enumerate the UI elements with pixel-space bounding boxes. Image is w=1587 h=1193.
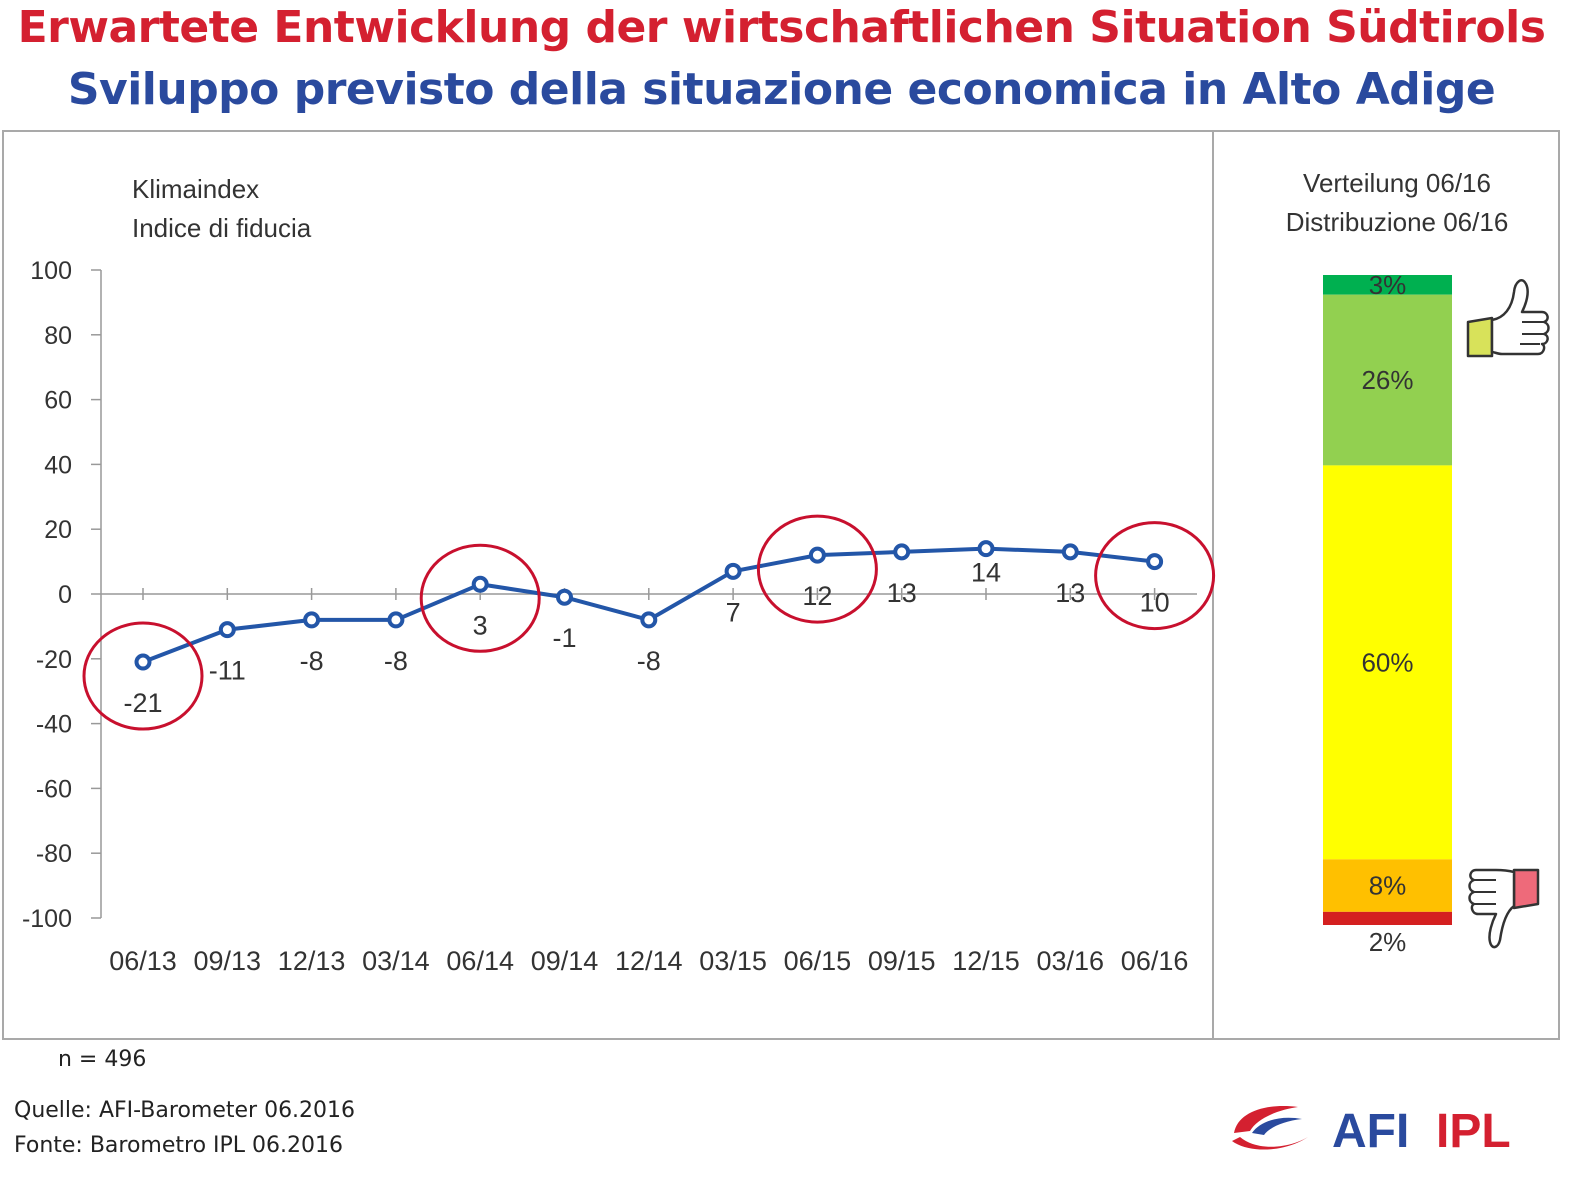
y-tick-label: -20 xyxy=(36,646,72,674)
x-tick-label: 06/13 xyxy=(109,946,177,976)
y-axis-label-line2: Indice di fiducia xyxy=(132,213,312,243)
data-point xyxy=(471,575,489,593)
y-tick-label: 0 xyxy=(58,581,72,609)
x-tick-label: 06/14 xyxy=(446,946,514,976)
data-point xyxy=(724,562,742,580)
x-tick-label: 06/16 xyxy=(1121,946,1189,976)
y-tick-label: 80 xyxy=(44,322,72,350)
y-tick-label: 20 xyxy=(44,516,72,544)
x-axis-labels: 06/13 09/13 12/13 03/14 06/14 09/14 12/14 03/15… xyxy=(109,946,1188,976)
data-label: 13 xyxy=(887,578,917,608)
x-tick-label: 12/14 xyxy=(615,946,683,976)
sample-size: n = 496 xyxy=(58,1047,147,1072)
data-point xyxy=(303,611,321,629)
data-label: -11 xyxy=(209,656,246,686)
y-axis: 100 80 60 40 20 0 -20 -40 -60 -80 -100 xyxy=(22,257,101,933)
logo-text-ipl: IPL xyxy=(1436,1105,1511,1158)
highlight-circle xyxy=(756,514,878,624)
x-tick-label: 03/16 xyxy=(1037,946,1105,976)
source-italian: Fonte: Barometro IPL 06.2016 xyxy=(14,1133,344,1158)
data-labels: -21 -11 -8 -8 3 -1 -8 7 12 13 14 13 10 xyxy=(123,558,1169,718)
x-tick-label: 06/15 xyxy=(784,946,852,976)
y-tick-label: 100 xyxy=(30,257,72,285)
y-tick-label: -80 xyxy=(36,840,72,868)
y-axis-label-line1: Klimaindex xyxy=(132,174,259,204)
data-point xyxy=(556,588,573,606)
data-label: -21 xyxy=(123,688,162,718)
data-point xyxy=(808,546,826,564)
x-tick-label: 09/15 xyxy=(868,946,936,976)
title-german: Erwartete Entwicklung der wirtschaftlich… xyxy=(17,2,1546,53)
y-tick-label: -100 xyxy=(22,905,72,933)
data-label: 10 xyxy=(1140,588,1170,618)
highlight-circle xyxy=(82,621,204,731)
y-tick-label: 60 xyxy=(44,387,72,415)
afi-ipl-logo: AFI IPL xyxy=(1232,1105,1511,1158)
y-tick-label: 40 xyxy=(44,451,72,479)
logo-swoosh-icon xyxy=(1232,1106,1308,1150)
data-point xyxy=(1061,543,1079,561)
data-label: 7 xyxy=(726,597,741,627)
data-point xyxy=(387,611,405,629)
highlight-circles xyxy=(82,514,1216,731)
x-tick-label: 12/15 xyxy=(952,946,1020,976)
data-label: -8 xyxy=(384,646,408,676)
series-markers xyxy=(134,540,1164,671)
highlight-circle xyxy=(419,543,541,653)
data-label: -8 xyxy=(300,646,324,676)
data-point xyxy=(134,653,152,671)
y-tick-label: -40 xyxy=(36,711,72,739)
data-point xyxy=(1146,553,1164,571)
x-tick-label: 03/14 xyxy=(362,946,430,976)
data-point xyxy=(893,543,911,561)
data-label: 3 xyxy=(473,610,488,640)
data-point xyxy=(640,611,658,629)
chart-frame xyxy=(2,130,1560,1040)
y-tick-label: -60 xyxy=(36,775,72,803)
data-label: 13 xyxy=(1055,578,1085,608)
data-point xyxy=(977,540,995,558)
data-point xyxy=(218,621,236,639)
data-label: 12 xyxy=(802,581,832,611)
data-label: -8 xyxy=(637,646,661,676)
x-tick-label: 09/13 xyxy=(194,946,262,976)
logo-text-afi: AFI xyxy=(1332,1105,1409,1158)
title-italian: Sviluppo previsto della situazione econo… xyxy=(67,64,1496,115)
data-label: -1 xyxy=(552,623,576,653)
x-tick-label: 09/14 xyxy=(531,946,599,976)
highlight-circle xyxy=(1094,521,1216,631)
data-label: 14 xyxy=(971,558,1001,588)
x-tick-label: 03/15 xyxy=(699,946,767,976)
source-german: Quelle: AFI-Barometer 06.2016 xyxy=(14,1098,356,1123)
x-tick-label: 12/13 xyxy=(278,946,346,976)
